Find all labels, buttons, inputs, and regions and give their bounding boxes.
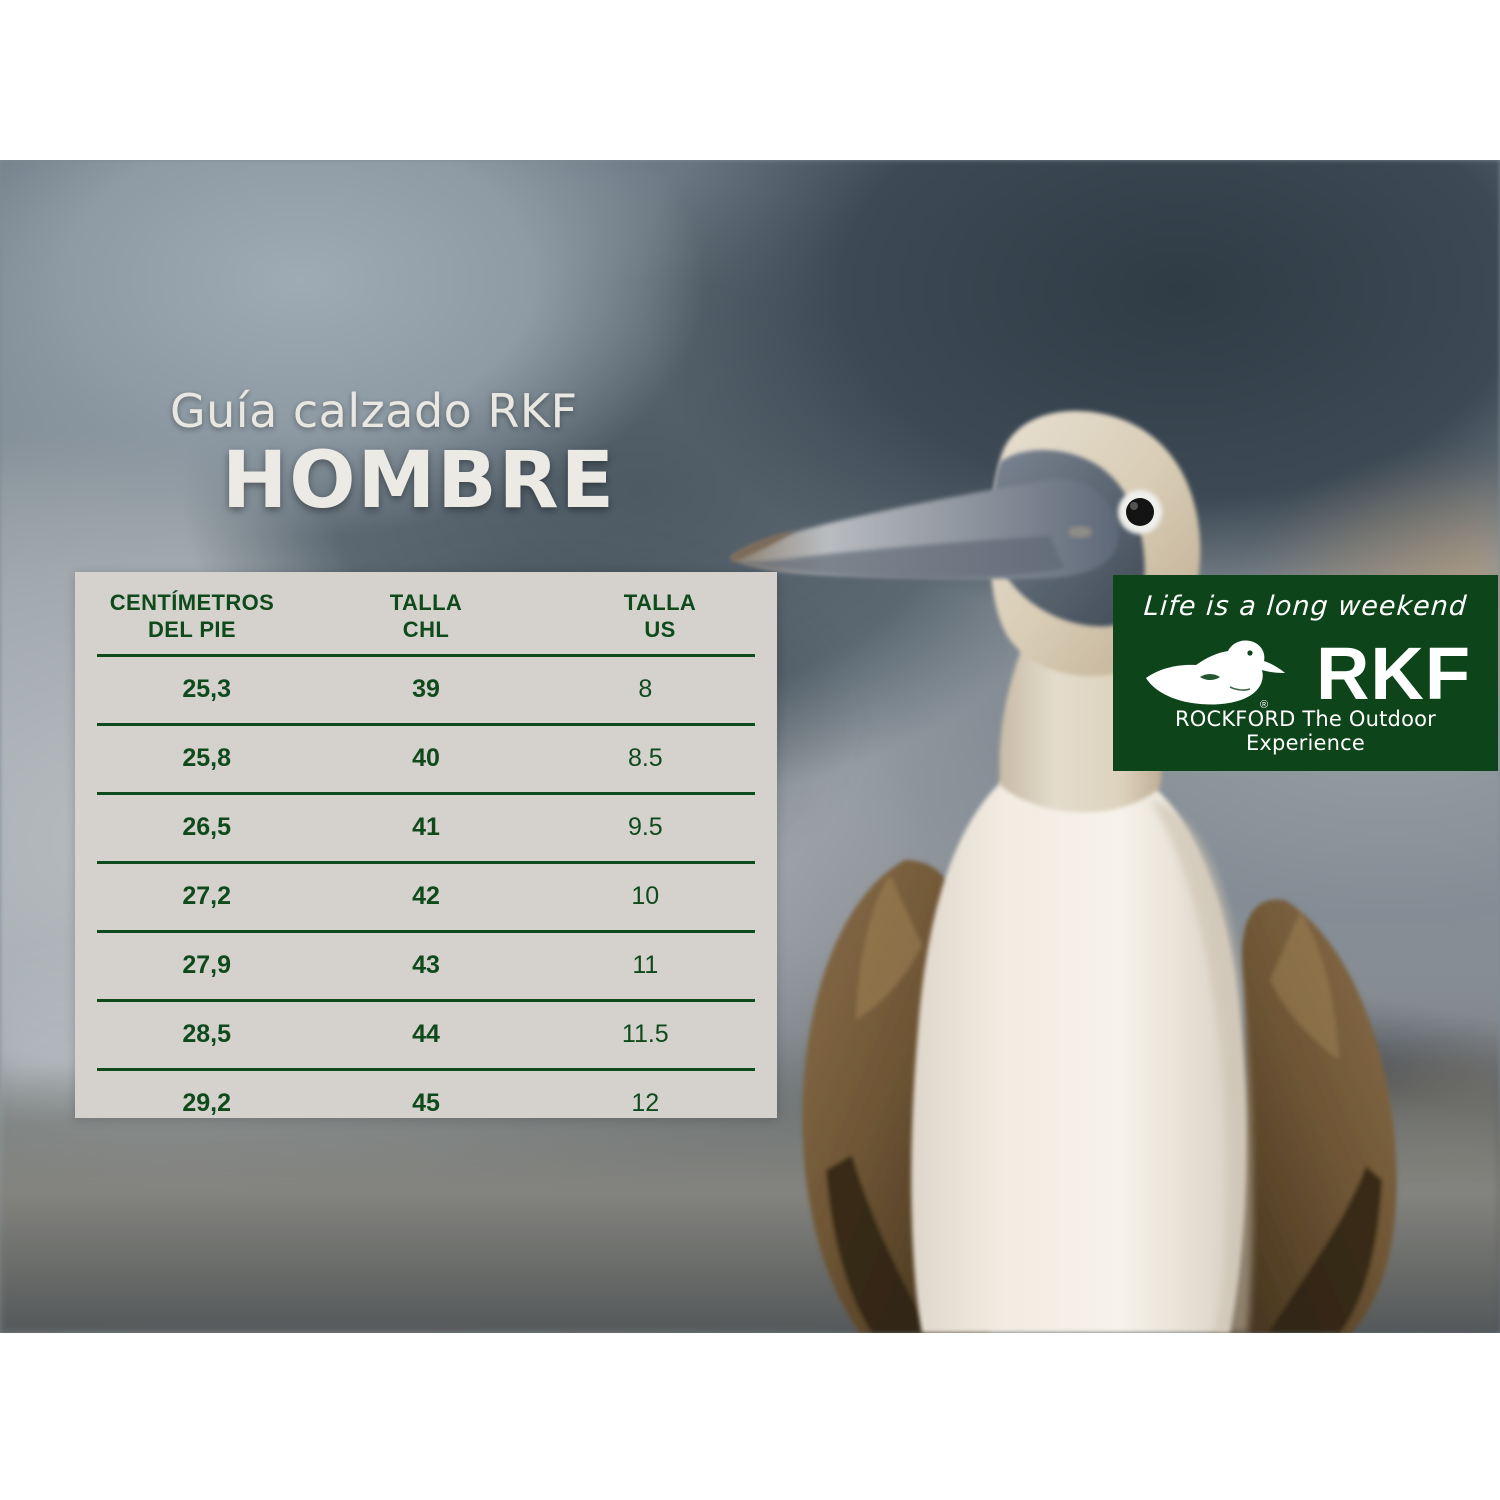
logo-mark-row: RKF [1113, 633, 1498, 715]
column-header-line2: US [644, 616, 676, 642]
table-row: 27,2 42 10 [97, 860, 755, 930]
column-header-line1: CENTÍMETROS [109, 590, 275, 615]
table-row: 26,5 41 9.5 [97, 791, 755, 861]
logo-subline: ROCKFORD The Outdoor Experience [1174, 707, 1437, 755]
column-header-talla-chl: TALLA CHL [309, 590, 543, 644]
cell-chl: 44 [412, 1020, 440, 1049]
page-title: Guía calzado RKF HOMBRE [170, 388, 870, 520]
subtitle-text: Guía calzado RKF [170, 384, 578, 438]
cell-cm: 25,8 [182, 744, 231, 773]
column-header-line1: TALLA [623, 590, 697, 615]
cell-cm: 27,9 [182, 951, 231, 980]
table-row: 28,5 44 11.5 [97, 998, 755, 1068]
size-chart-panel: CENTÍMETROS DEL PIE TALLA CHL TALLA US 2… [75, 572, 777, 1118]
cell-cm: 28,5 [182, 1020, 231, 1049]
cell-us: 9.5 [627, 813, 663, 842]
cell-us: 11 [632, 951, 659, 980]
cell-us: 10 [631, 882, 660, 911]
cell-cm: 25,3 [182, 675, 231, 704]
booby-bird-illustration [730, 410, 1397, 1333]
column-header-line2: CHL [402, 616, 450, 642]
cell-chl: 41 [412, 813, 440, 842]
cell-chl: 45 [412, 1089, 440, 1118]
cell-us: 8.5 [627, 744, 663, 773]
logo-tagline: Life is a long weekend [1142, 591, 1469, 622]
rkf-logo: Life is a long weekend RKF ® ROCKFORD Th… [1113, 575, 1498, 771]
table-body: 25,3 39 8 25,8 40 8.5 26,5 41 9.5 27,2 4… [75, 653, 777, 1137]
cell-chl: 43 [412, 951, 440, 980]
cell-chl: 42 [412, 882, 440, 911]
cell-us: 12 [631, 1089, 660, 1118]
column-header-centimetros: CENTÍMETROS DEL PIE [75, 590, 309, 644]
table-row: 27,9 43 11 [97, 929, 755, 999]
column-header-line2: DEL PIE [148, 616, 236, 642]
table-row: 25,8 40 8.5 [97, 722, 755, 792]
column-header-line1: TALLA [389, 590, 463, 615]
logo-wordmark: RKF [1315, 631, 1472, 715]
cell-us: 8 [638, 675, 653, 704]
cell-cm: 27,2 [182, 882, 231, 911]
registered-trademark-icon: ® [1260, 699, 1269, 711]
table-row: 25,3 39 8 [97, 653, 755, 723]
title-text: HOMBRE [222, 436, 617, 526]
duck-icon [1145, 640, 1285, 705]
table-row: 29,2 45 12 [97, 1067, 755, 1137]
cell-cm: 26,5 [182, 813, 231, 842]
column-header-talla-us: TALLA US [543, 590, 777, 644]
cell-cm: 29,2 [182, 1089, 231, 1118]
cell-chl: 39 [412, 675, 440, 704]
cell-chl: 40 [412, 744, 440, 773]
table-header-row: CENTÍMETROS DEL PIE TALLA CHL TALLA US [75, 572, 777, 644]
cell-us: 11.5 [621, 1020, 669, 1049]
